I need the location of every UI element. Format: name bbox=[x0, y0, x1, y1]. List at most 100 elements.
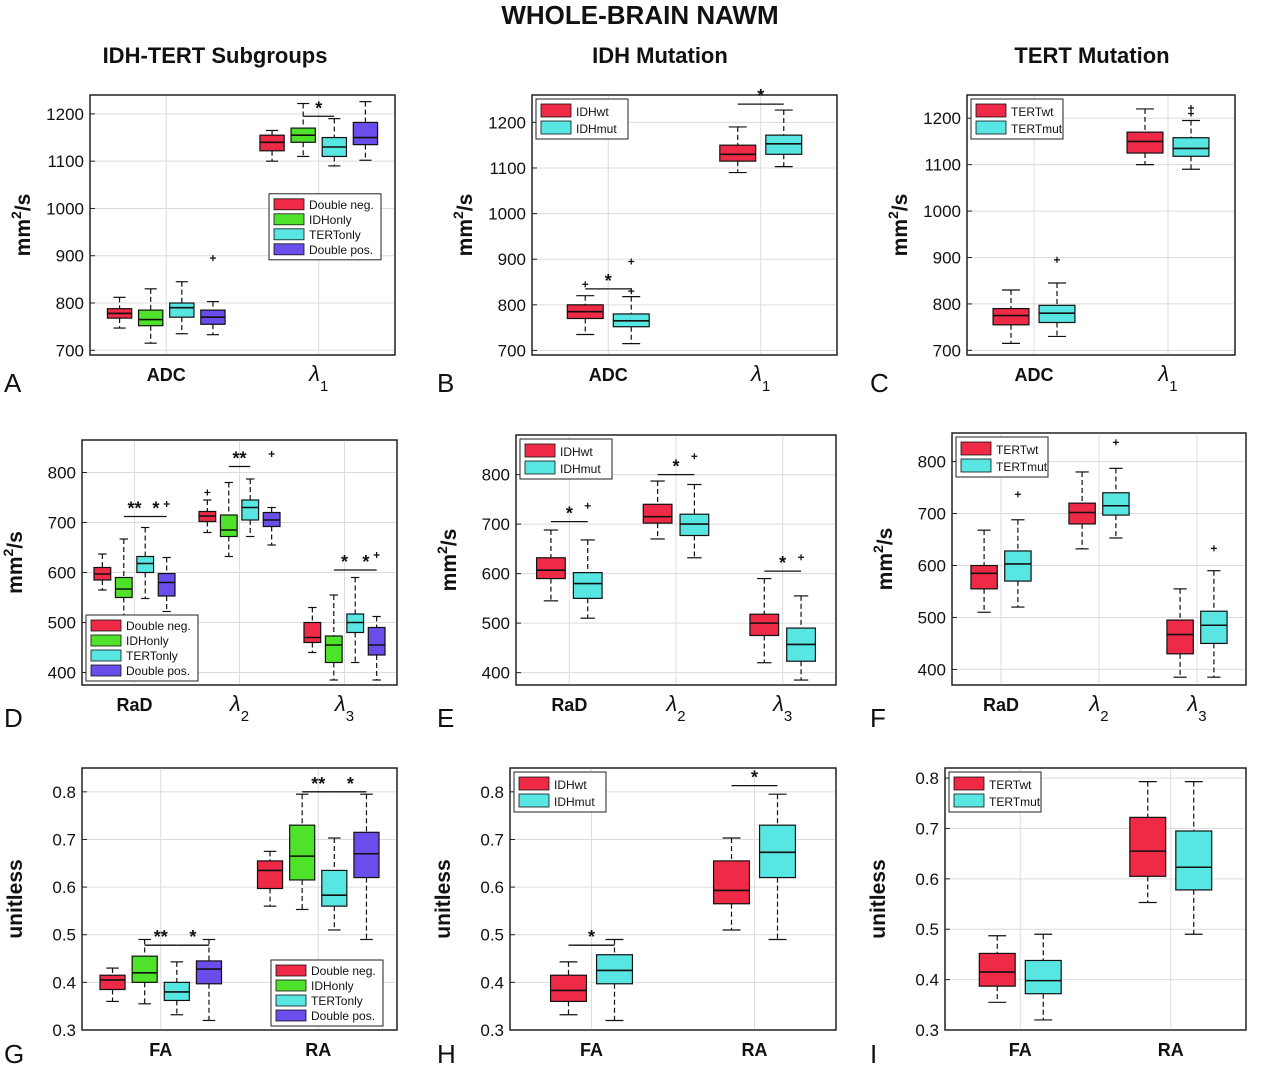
iqr-box bbox=[321, 869, 348, 907]
y-label-tail: /s bbox=[4, 531, 27, 549]
x-category-label: ADC bbox=[1015, 365, 1054, 385]
significance-label: * bbox=[152, 499, 159, 519]
significance-label: * bbox=[757, 86, 764, 106]
box-C-tertmut bbox=[1172, 105, 1210, 170]
box-H-idhmut bbox=[758, 793, 797, 941]
x-category-label: FA bbox=[149, 1040, 172, 1060]
legend-swatch bbox=[960, 441, 992, 456]
legend-swatch bbox=[273, 243, 305, 256]
iqr-box bbox=[353, 831, 380, 879]
iqr-box bbox=[195, 960, 223, 985]
iqr-box bbox=[99, 974, 126, 991]
y-tick-label: 0.4 bbox=[480, 973, 504, 992]
y-tick-label: 400 bbox=[482, 664, 510, 683]
significance-label: * bbox=[189, 927, 196, 947]
box-A-tertonly bbox=[169, 281, 195, 335]
legend-label: IDHwt bbox=[554, 778, 587, 792]
box-I-tertwt bbox=[978, 935, 1016, 1003]
box-A-tertonly bbox=[321, 118, 348, 167]
legend-label: IDHonly bbox=[126, 634, 169, 648]
y-tick-label: 800 bbox=[482, 466, 510, 485]
box-E-idhmut bbox=[679, 453, 710, 559]
y-axis-label: unitless bbox=[432, 859, 455, 938]
category-base: λ bbox=[1157, 361, 1169, 386]
y-label-superscript: 2 bbox=[8, 211, 24, 219]
significance-label: * bbox=[347, 774, 354, 794]
y-tick-label: 900 bbox=[56, 247, 84, 266]
legend-swatch bbox=[275, 1009, 307, 1022]
legend: IDHwt IDHmut bbox=[519, 438, 613, 480]
y-axis-label: mm2/s bbox=[885, 194, 912, 257]
category-subscript: 1 bbox=[762, 378, 770, 395]
iqr-box bbox=[642, 503, 673, 524]
y-axis-label: mm2/s bbox=[434, 529, 461, 592]
legend-label: TERTmut bbox=[989, 795, 1041, 809]
legend-swatch bbox=[960, 458, 992, 473]
category-base: RA bbox=[305, 1040, 331, 1060]
box-D-tertonly bbox=[346, 576, 365, 664]
y-label-base: mm bbox=[874, 553, 897, 590]
significance-label: * bbox=[362, 552, 369, 572]
y-label-tail: /s bbox=[438, 529, 461, 547]
legend-label: Double pos. bbox=[126, 664, 190, 678]
legend-label: TERTonly bbox=[126, 649, 178, 663]
category-subscript: 2 bbox=[241, 708, 249, 725]
panel-letter: A bbox=[4, 368, 22, 398]
legend: TERTwt TERTmut bbox=[948, 771, 1042, 813]
y-tick-label: 0.8 bbox=[480, 783, 504, 802]
box-E-idhmut bbox=[572, 502, 603, 619]
y-label-base: mm bbox=[889, 219, 912, 256]
significance-label: * bbox=[751, 768, 758, 788]
box-D-doubleneg bbox=[93, 553, 112, 591]
box-I-tertwt bbox=[1129, 781, 1167, 904]
legend-label: TERTonly bbox=[311, 994, 363, 1008]
figure-title: WHOLE-BRAIN NAWM bbox=[501, 0, 778, 30]
y-tick-label: 700 bbox=[498, 341, 526, 360]
category-base: ADC bbox=[589, 365, 628, 385]
significance-label: * bbox=[566, 504, 573, 524]
box-F-tertmut bbox=[1102, 439, 1130, 539]
x-category-label: λ2 bbox=[665, 691, 685, 725]
y-tick-label: 1100 bbox=[924, 156, 961, 175]
y-label-base: mm bbox=[12, 219, 35, 256]
category-subscript: 3 bbox=[784, 708, 792, 725]
iqr-box bbox=[1004, 550, 1032, 582]
box-E-idhwt bbox=[535, 529, 566, 602]
y-axis-label: mm2/s bbox=[450, 194, 477, 257]
iqr-box bbox=[992, 307, 1030, 326]
significance-label: ** bbox=[127, 499, 141, 519]
y-tick-label: 500 bbox=[48, 614, 76, 633]
box-G-doubleneg bbox=[99, 967, 126, 1003]
y-axis-label: unitless bbox=[4, 859, 27, 938]
y-tick-label: 1000 bbox=[488, 205, 526, 224]
x-category-label: λ2 bbox=[229, 691, 249, 725]
y-label-base: unitless bbox=[432, 859, 455, 938]
significance-label: ** bbox=[154, 927, 168, 947]
category-base: λ bbox=[665, 691, 677, 716]
legend-label: IDHwt bbox=[560, 445, 593, 459]
legend-swatch bbox=[90, 634, 122, 647]
x-category-label: λ1 bbox=[750, 361, 770, 395]
column-title-subgroups: IDH-TERT Subgroups bbox=[103, 43, 328, 68]
legend-label: Double neg. bbox=[126, 619, 191, 633]
y-axis-label: mm2/s bbox=[8, 194, 35, 257]
legend-swatch bbox=[90, 664, 122, 677]
panel-letter: F bbox=[870, 703, 886, 733]
y-label-tail: /s bbox=[889, 194, 912, 212]
iqr-box bbox=[1172, 137, 1210, 157]
y-tick-label: 700 bbox=[48, 514, 76, 533]
category-base: RaD bbox=[983, 695, 1019, 715]
significance-label: * bbox=[315, 98, 322, 118]
category-subscript: 3 bbox=[1198, 708, 1206, 725]
box-I-tertmut bbox=[1024, 933, 1062, 1021]
box-H-idhmut bbox=[595, 938, 634, 1022]
iqr-box bbox=[765, 134, 803, 155]
x-category-label: λ1 bbox=[1157, 361, 1177, 395]
iqr-box bbox=[241, 499, 260, 521]
y-tick-label: 0.5 bbox=[915, 920, 939, 939]
plot-frame bbox=[515, 434, 837, 686]
x-category-label: ADC bbox=[589, 365, 628, 385]
x-category-label: RaD bbox=[983, 695, 1019, 715]
